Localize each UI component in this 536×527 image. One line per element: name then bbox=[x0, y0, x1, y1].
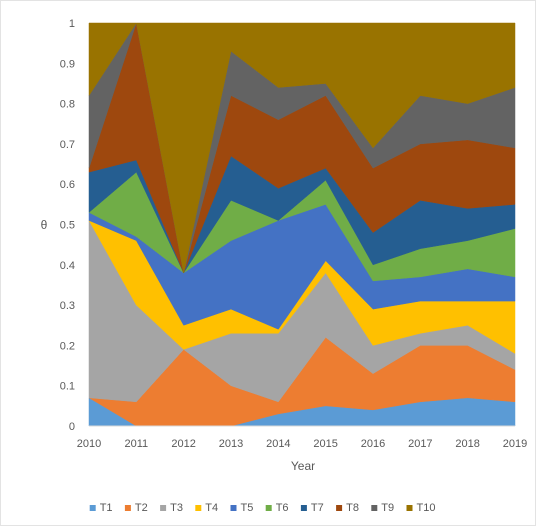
x-tick-label: 2011 bbox=[125, 438, 149, 450]
legend-item-t4: T4 bbox=[195, 502, 218, 514]
legend: T1 T2 T3 T4 T5 T6 T7 T8 T9 T10 bbox=[89, 502, 436, 514]
legend-label: T1 bbox=[100, 502, 113, 514]
legend-item-t6: T6 bbox=[265, 502, 289, 514]
y-tick-label: 0.4 bbox=[60, 260, 75, 272]
legend-label: T5 bbox=[241, 502, 254, 514]
legend-item-t5: T5 bbox=[230, 502, 254, 514]
legend-item-t3: T3 bbox=[160, 502, 183, 514]
x-tick-label: 2019 bbox=[503, 438, 527, 450]
legend-swatch bbox=[160, 505, 167, 511]
legend-swatch bbox=[89, 505, 96, 511]
x-tick-label: 2015 bbox=[313, 438, 337, 450]
x-tick-label: 2010 bbox=[77, 438, 101, 450]
x-tick-labels: 2010 2011 2012 2013 2014 2015 2016 2017 2018 2019 bbox=[77, 438, 527, 450]
legend-item-t1: T1 bbox=[89, 502, 113, 514]
legend-swatch bbox=[195, 505, 202, 511]
legend-label: T3 bbox=[170, 502, 183, 514]
legend-item-t7: T7 bbox=[300, 502, 324, 514]
legend-swatch bbox=[300, 505, 307, 511]
legend-item-t2: T2 bbox=[124, 502, 148, 514]
x-tick-label: 2014 bbox=[266, 438, 290, 450]
x-axis-label: Year bbox=[291, 459, 315, 473]
legend-swatch bbox=[336, 505, 343, 511]
y-tick-label: 0.1 bbox=[60, 381, 75, 393]
x-tick-label: 2016 bbox=[361, 438, 385, 450]
legend-swatch bbox=[124, 505, 131, 511]
legend-item-t8: T8 bbox=[336, 502, 359, 514]
x-tick-label: 2018 bbox=[455, 438, 479, 450]
y-tick-label: 0.8 bbox=[60, 99, 75, 111]
y-tick-label: 0.3 bbox=[60, 300, 75, 312]
legend-swatch bbox=[371, 505, 378, 511]
legend-item-t9: T9 bbox=[371, 502, 394, 514]
area-layers bbox=[88, 22, 516, 427]
x-tick-label: 2017 bbox=[408, 438, 432, 450]
area-series-t10 bbox=[88, 22, 516, 273]
legend-item-t10: T10 bbox=[406, 502, 436, 514]
y-axis-label: θ bbox=[41, 218, 48, 232]
y-tick-label: 0.6 bbox=[60, 179, 75, 191]
y-tick-label: 0 bbox=[69, 421, 75, 433]
legend-label: T7 bbox=[311, 502, 324, 514]
legend-swatch bbox=[265, 505, 272, 511]
y-tick-label: 0.5 bbox=[60, 220, 75, 232]
legend-label: T10 bbox=[417, 502, 436, 514]
legend-swatch bbox=[406, 505, 413, 511]
legend-label: T8 bbox=[346, 502, 359, 514]
legend-swatch bbox=[230, 505, 237, 511]
legend-label: T6 bbox=[276, 502, 289, 514]
y-tick-label: 1 bbox=[69, 18, 75, 30]
y-tick-label: 0.9 bbox=[60, 58, 75, 70]
y-tick-labels: 0 0.1 0.2 0.3 0.4 0.5 0.6 0.7 0.8 0.9 1 bbox=[60, 18, 75, 433]
x-tick-label: 2013 bbox=[219, 438, 243, 450]
x-tick-label: 2012 bbox=[171, 438, 195, 450]
y-tick-label: 0.2 bbox=[60, 340, 75, 352]
legend-label: T9 bbox=[381, 502, 394, 514]
legend-label: T2 bbox=[135, 502, 148, 514]
y-tick-label: 0.7 bbox=[60, 139, 75, 151]
legend-label: T4 bbox=[205, 502, 218, 514]
